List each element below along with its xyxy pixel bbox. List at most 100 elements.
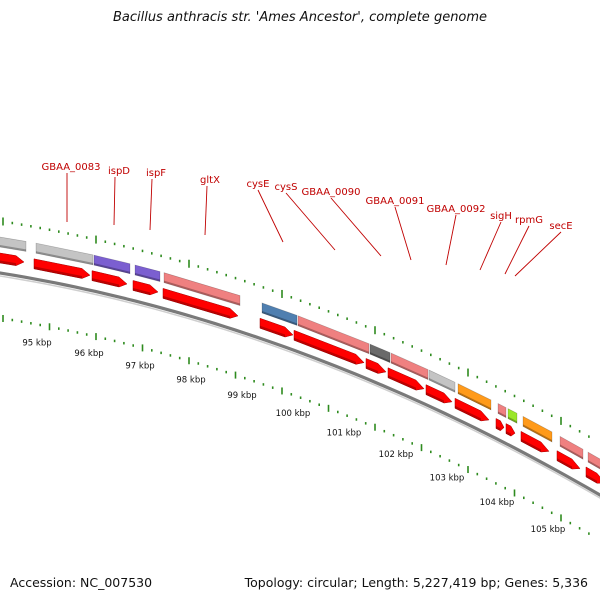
gene-block-shade: [458, 391, 491, 410]
scale-label: 105 kbp: [531, 525, 566, 535]
callout-line: [514, 231, 562, 277]
gene-block-shade: [135, 272, 160, 282]
backbone-line: [0, 271, 600, 497]
cds-arrow-shade: [455, 405, 481, 421]
cds-arrow-shade: [163, 295, 230, 319]
scale-label: 104 kbp: [480, 498, 515, 508]
gene-label: ispD: [108, 166, 130, 177]
cds-arrow-shade: [294, 337, 356, 365]
gene-label: GBAA_0091: [365, 196, 424, 207]
scale-label: 97 kbp: [125, 361, 154, 371]
gene-block-shade: [0, 245, 26, 252]
scale-label: 100 kbp: [276, 409, 311, 419]
scale-label: 98 kbp: [176, 375, 205, 385]
gene-label: ispF: [146, 168, 166, 179]
cds-arrow-shade: [496, 425, 501, 431]
gene-block: [428, 369, 456, 393]
gene-block-shade: [36, 251, 93, 265]
gene-block: [261, 302, 298, 326]
gene-block-shade: [560, 444, 583, 460]
genome-backbone: [0, 271, 600, 499]
gene-block: [134, 264, 161, 282]
cds-arrow: [162, 288, 239, 319]
scale-label-row: 95 kbp 96 kbp 97 kbp 98 kbp 99 kbp 100 kbp 101…: [22, 338, 565, 534]
callout-line: [330, 197, 382, 257]
gene-block: [93, 254, 131, 275]
gene-block: [0, 236, 27, 252]
gene-block: [297, 315, 370, 355]
scale-label: 103 kbp: [430, 473, 465, 483]
cds-arrow-shade: [366, 365, 378, 374]
cds-arrow: [556, 450, 581, 470]
gene-block: [559, 435, 584, 460]
gene-block: [369, 343, 391, 364]
backbone-shadow: [0, 275, 600, 499]
gene-block-shade: [94, 263, 130, 274]
cds-arrow-shade: [426, 392, 444, 404]
gene-block: [163, 272, 241, 306]
callout-line: [204, 185, 208, 236]
cds-arrow-shade: [521, 438, 541, 452]
gene-label: cysE: [247, 179, 270, 190]
cds-arrow: [132, 280, 159, 296]
cds-arrow-shade: [388, 375, 416, 391]
gene-block-shade: [429, 378, 455, 393]
gene-label: GBAA_0083: [41, 162, 100, 173]
gene-block-shade: [298, 323, 369, 354]
cds-arrow-track: [0, 252, 600, 484]
gene-block-shade: [588, 460, 600, 470]
cds-arrow-shade: [92, 278, 119, 287]
cds-arrow: [585, 466, 600, 484]
gene-label: cysS: [275, 182, 298, 193]
cds-arrow: [387, 367, 425, 391]
gene-label: gltX: [200, 175, 220, 186]
cds-arrow-shade: [133, 287, 150, 295]
gene-label: sigH: [490, 211, 512, 222]
callout-line: [285, 192, 336, 251]
gene-block-shade: [508, 416, 517, 424]
outer-tick-row: [2, 217, 590, 438]
gene-block-shade: [391, 361, 428, 380]
gene-feature-track: [0, 236, 600, 470]
cds-arrow: [520, 430, 550, 453]
gene-block-shade: [523, 424, 552, 442]
map-title: Bacillus anthracis str. 'Ames Ancestor',…: [112, 10, 488, 25]
callout-line: [445, 214, 457, 266]
scale-label: 95 kbp: [22, 338, 51, 348]
cds-arrow-shade: [557, 458, 572, 470]
gene-block-shade: [262, 310, 297, 326]
cds-arrow: [259, 317, 294, 338]
cds-arrow-shade: [506, 431, 511, 437]
cds-arrow: [0, 252, 25, 266]
cds-arrow: [425, 384, 453, 404]
scale-label: 102 kbp: [379, 450, 414, 460]
cds-arrow: [33, 258, 91, 279]
gene-block: [390, 352, 429, 381]
gene-block: [497, 402, 507, 419]
gene-block: [587, 451, 600, 470]
callout-line: [257, 189, 284, 243]
cds-arrow: [365, 358, 387, 374]
callout-line: [504, 225, 530, 275]
gene-callouts: GBAA_0083 ispD ispF gltX cysE cysS GBAA_0090 GB…: [41, 162, 573, 277]
callout-line: [113, 176, 116, 226]
gene-block: [522, 415, 553, 443]
scale-label: 99 kbp: [227, 391, 256, 401]
callout-line: [394, 206, 412, 261]
cds-arrow: [505, 423, 516, 437]
gene-block: [457, 383, 492, 411]
cds-arrow-shade: [34, 266, 82, 279]
gene-block: [35, 242, 94, 266]
gene-label: secE: [549, 221, 572, 232]
scale-label: 96 kbp: [74, 349, 103, 359]
cds-arrow: [91, 270, 128, 288]
gene-label: rpmG: [515, 215, 543, 226]
cds-arrow: [495, 418, 505, 432]
gene-block: [507, 408, 518, 424]
cds-arrow-shade: [586, 474, 597, 484]
callout-line: [479, 221, 502, 271]
cds-arrow-shade: [0, 260, 16, 266]
cds-arrow: [293, 329, 365, 365]
callout-line: [149, 178, 153, 231]
